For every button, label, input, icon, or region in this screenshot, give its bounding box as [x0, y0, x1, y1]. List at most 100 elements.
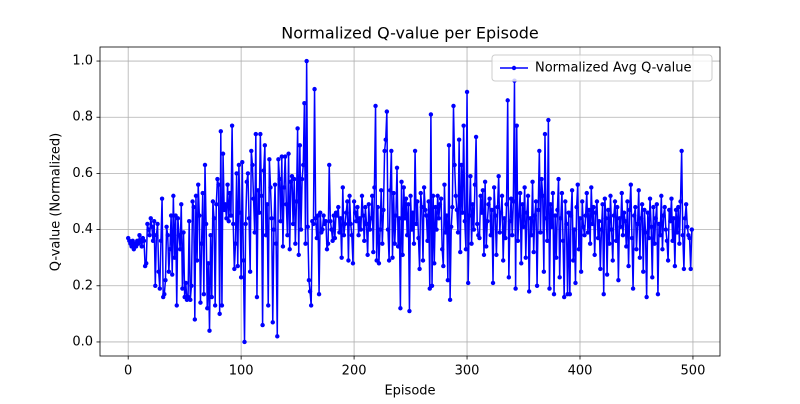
data-point: [554, 255, 559, 260]
data-point: [450, 204, 455, 210]
legend-box: [491, 54, 713, 82]
data-point: [455, 230, 461, 235]
data-point: [360, 213, 366, 218]
data-point: [516, 213, 522, 218]
data-point: [645, 210, 650, 215]
data-point: [297, 143, 303, 148]
data-point: [327, 162, 332, 168]
data-point: [298, 227, 304, 232]
data-point: [148, 216, 153, 221]
data-point: [559, 190, 565, 196]
data-point: [390, 255, 395, 260]
data-point: [339, 255, 344, 260]
data-point: [346, 258, 351, 263]
data-point: [444, 213, 449, 218]
data-point: [469, 241, 474, 246]
data-point: [262, 143, 268, 148]
data-point: [279, 154, 284, 159]
data-point: [212, 303, 218, 308]
data-point: [275, 334, 280, 339]
data-point: [340, 185, 345, 190]
data-point: [539, 176, 544, 182]
data-point: [285, 233, 290, 238]
data-point: [403, 196, 409, 201]
data-point: [475, 221, 480, 227]
data-point: [484, 244, 489, 249]
data-point: [372, 185, 377, 190]
data-point: [381, 207, 386, 213]
y-tick-label: 0.2: [72, 278, 93, 293]
data-point: [259, 193, 264, 199]
data-point: [217, 311, 222, 317]
data-point: [493, 213, 498, 218]
data-point: [415, 199, 420, 204]
data-point: [423, 207, 428, 213]
data-point: [151, 218, 157, 224]
data-point: [373, 103, 378, 109]
data-point: [435, 193, 440, 199]
data-point: [612, 199, 618, 204]
data-point: [625, 199, 630, 204]
data-point: [202, 162, 208, 168]
data-point: [349, 233, 355, 238]
data-point: [641, 269, 646, 274]
legend-label: Normalized Avg Q-value: [535, 61, 692, 76]
data-point: [442, 182, 447, 187]
data-point: [506, 275, 512, 280]
data-point: [196, 182, 201, 187]
data-point: [517, 190, 523, 196]
data-point: [446, 143, 452, 148]
data-point: [220, 151, 226, 156]
data-point: [318, 210, 323, 215]
data-point: [489, 207, 495, 213]
data-point: [454, 207, 460, 213]
data-point: [643, 230, 648, 235]
data-point: [505, 98, 510, 103]
data-point: [571, 258, 576, 263]
data-point: [552, 213, 558, 218]
data-point: [180, 286, 185, 291]
data-point: [607, 241, 612, 246]
data-point: [439, 247, 445, 252]
data-point: [251, 196, 256, 201]
data-point: [154, 233, 159, 238]
data-point: [654, 202, 660, 207]
data-point: [249, 148, 254, 154]
data-point: [550, 190, 556, 196]
data-point: [299, 176, 305, 182]
data-point: [433, 204, 438, 210]
data-point: [529, 233, 534, 238]
data-point: [369, 193, 375, 199]
data-point: [356, 233, 361, 238]
data-point: [521, 224, 526, 229]
data-point: [304, 58, 309, 64]
data-point: [303, 241, 308, 246]
data-point: [267, 157, 272, 162]
data-point: [146, 227, 151, 232]
data-point: [363, 204, 368, 210]
data-point: [652, 241, 657, 246]
data-point: [437, 202, 443, 207]
data-point: [678, 199, 683, 204]
data-point: [668, 218, 673, 224]
data-point: [663, 227, 669, 232]
data-point: [556, 176, 561, 182]
data-point: [651, 204, 656, 210]
data-point: [581, 224, 586, 229]
data-point: [336, 204, 341, 210]
data-point: [478, 193, 483, 199]
data-point: [412, 148, 418, 154]
data-point: [587, 241, 593, 246]
data-point: [305, 224, 310, 229]
data-point: [499, 193, 505, 199]
data-point: [264, 202, 270, 207]
data-point: [384, 109, 390, 114]
data-point: [449, 224, 454, 229]
data-point: [624, 244, 629, 249]
data-point: [630, 286, 636, 291]
data-point: [194, 258, 200, 263]
data-point: [662, 204, 667, 210]
data-point: [288, 179, 294, 185]
data-point: [168, 213, 174, 218]
data-point: [397, 216, 402, 221]
